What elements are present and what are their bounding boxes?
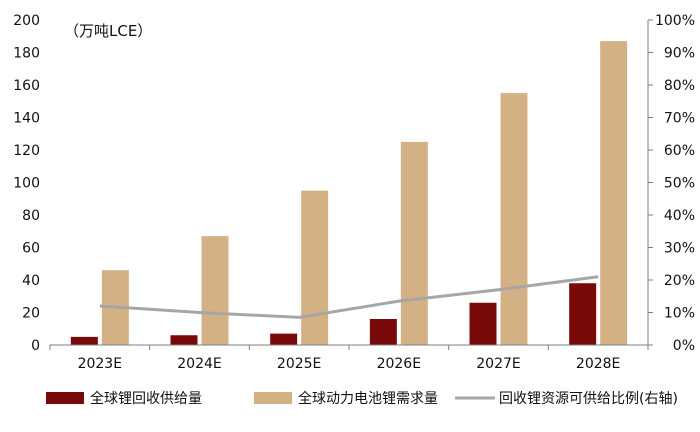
left-tick-label: 100 (13, 176, 40, 192)
x-tick-label: 2026E (377, 356, 421, 372)
left-tick-label: 200 (13, 13, 40, 29)
x-tick-label: 2023E (78, 356, 122, 372)
bar-battery-demand (400, 141, 428, 345)
x-tick-label: 2028E (576, 356, 620, 372)
right-tick-label: 60% (664, 143, 695, 159)
left-tick-label: 0 (31, 338, 40, 354)
left-tick-label: 120 (13, 143, 40, 159)
left-tick-label: 20 (22, 306, 40, 322)
bar-recycle-supply (369, 319, 397, 345)
axes (49, 20, 649, 350)
left-tick-label: 160 (13, 78, 40, 94)
x-tick-label: 2024E (177, 356, 221, 372)
unit-label: （万吨LCE） (64, 22, 152, 40)
right-tick-label: 20% (664, 273, 695, 289)
bar-recycle-supply (270, 333, 298, 345)
right-tick-label: 0% (673, 338, 695, 354)
x-tick-label: 2025E (277, 356, 321, 372)
ratio-line-path (99, 275, 599, 319)
bar-recycle-supply (469, 302, 497, 345)
right-tick-label: 100% (655, 13, 695, 29)
bar-recycle-supply (70, 336, 98, 345)
left-tick-label: 180 (13, 46, 40, 62)
left-tick-label: 60 (22, 241, 40, 257)
x-axis-labels: 2023E 2024E 2025E 2026E 2027E 2028E (78, 356, 621, 372)
legend-label: 全球动力电池锂需求量 (298, 390, 438, 407)
legend-swatch (46, 392, 84, 404)
bar-battery-demand (500, 93, 528, 345)
bar-battery-demand (600, 41, 628, 345)
left-tick-label: 40 (22, 273, 40, 289)
left-axis: 0 20 40 60 80 100 120 140 160 180 200 (13, 13, 40, 354)
bar-recycle-supply (569, 283, 597, 345)
bar-recycle-supply (170, 335, 198, 345)
legend-label: 回收锂资源可供给比例(右轴) (499, 391, 678, 407)
right-tick-label: 50% (664, 176, 695, 192)
bar-battery-demand (301, 190, 329, 345)
right-tick-label: 10% (664, 306, 695, 322)
legend-label: 全球锂回收供给量 (90, 390, 202, 407)
right-tick-label: 80% (664, 78, 695, 94)
legend: 全球锂回收供给量 全球动力电池锂需求量 回收锂资源可供给比例(右轴) (46, 390, 678, 407)
right-tick-label: 70% (664, 111, 695, 127)
ratio-line (99, 275, 599, 319)
bars (70, 41, 628, 345)
bar-battery-demand (201, 236, 229, 345)
right-tick-label: 40% (664, 208, 695, 224)
right-axis: 0% 10% 20% 30% 40% 50% 60% 70% 80% 90% 100% (648, 13, 695, 354)
left-tick-label: 140 (13, 111, 40, 127)
right-tick-label: 30% (664, 241, 695, 257)
right-tick-label: 90% (664, 46, 695, 62)
x-tick-label: 2027E (476, 356, 520, 372)
legend-swatch (254, 392, 292, 404)
left-tick-label: 80 (22, 208, 40, 224)
